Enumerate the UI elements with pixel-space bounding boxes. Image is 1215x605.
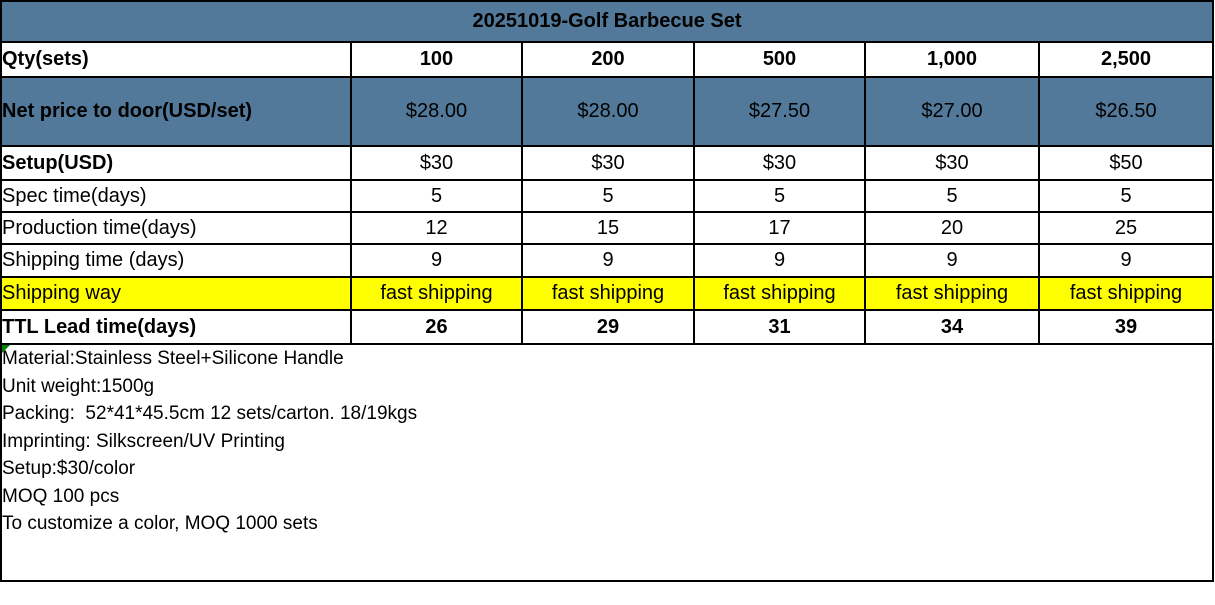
cell: 12: [350, 211, 523, 245]
cell: $28.00: [350, 76, 523, 147]
cell: $28.00: [521, 76, 695, 147]
table-row-ttl-lead-time: TTL Lead time(days) 26 29 31 34 39: [0, 309, 1214, 345]
cell: fast shipping: [693, 276, 866, 311]
cell: 1,000: [864, 41, 1040, 78]
cell: 9: [1038, 243, 1214, 278]
cell: $30: [693, 145, 866, 181]
cell: 5: [864, 179, 1040, 213]
notes-cell: Material:Stainless Steel+Silicone Handle…: [0, 343, 1214, 582]
row-label-shipping-time: Shipping time (days): [0, 243, 352, 278]
cell: $30: [864, 145, 1040, 181]
note-customize-moq: To customize a color, MOQ 1000 sets: [2, 513, 318, 534]
note-unit-weight: Unit weight:1500g: [2, 375, 155, 397]
cell: 34: [864, 309, 1040, 345]
table-row-notes: Material:Stainless Steel+Silicone Handle…: [0, 343, 1214, 582]
cell: 200: [521, 41, 695, 78]
cell: 15: [521, 211, 695, 245]
table-row-net-price: Net price to door(USD/set) $28.00 $28.00…: [0, 76, 1214, 147]
cell: 20: [864, 211, 1040, 245]
cell: $30: [350, 145, 523, 181]
cell: 17: [693, 211, 866, 245]
cell: 5: [693, 179, 866, 213]
cell: 9: [693, 243, 866, 278]
row-label-spec-time: Spec time(days): [0, 179, 352, 213]
cell-error-indicator-icon: [3, 346, 10, 353]
cell: 5: [521, 179, 695, 213]
table-row-shipping-time: Shipping time (days) 9 9 9 9 9: [0, 243, 1214, 278]
cell: $50: [1038, 145, 1214, 181]
sheet-title: 20251019-Golf Barbecue Set: [0, 0, 1214, 43]
row-label-production-time: Production time(days): [0, 211, 352, 245]
note-setup-color: Setup:$30/color: [2, 458, 136, 479]
cell: 9: [350, 243, 523, 278]
note-moq: MOQ 100 pcs: [2, 485, 120, 507]
row-label-qty: Qty(sets): [0, 41, 352, 78]
cell: 29: [521, 309, 695, 345]
cell: $26.50: [1038, 76, 1214, 147]
cell: 5: [1038, 179, 1214, 213]
cell: fast shipping: [1038, 276, 1214, 311]
table-row-production-time: Production time(days) 12 15 17 20 25: [0, 211, 1214, 245]
row-label-setup: Setup(USD): [0, 145, 352, 181]
table-row-qty: Qty(sets) 100 200 500 1,000 2,500: [0, 41, 1214, 78]
cell: 31: [693, 309, 866, 345]
cell: 25: [1038, 211, 1214, 245]
note-imprinting: Imprinting: Silkscreen/UV Printing: [2, 430, 285, 452]
cell: 9: [521, 243, 695, 278]
cell: fast shipping: [864, 276, 1040, 311]
cell: 500: [693, 41, 866, 78]
cell: 100: [350, 41, 523, 78]
table-row-setup: Setup(USD) $30 $30 $30 $30 $50: [0, 145, 1214, 181]
table-row-shipping-way: Shipping way fast shipping fast shipping…: [0, 276, 1214, 311]
cell: 5: [350, 179, 523, 213]
cell: fast shipping: [521, 276, 695, 311]
row-label-net-price: Net price to door(USD/set): [0, 76, 352, 147]
quote-table: 20251019-Golf Barbecue Set Qty(sets) 100…: [0, 0, 1214, 582]
cell: 26: [350, 309, 523, 345]
cell: $27.00: [864, 76, 1040, 147]
row-label-shipping-way: Shipping way: [0, 276, 352, 311]
cell: fast shipping: [350, 276, 523, 311]
cell: 2,500: [1038, 41, 1214, 78]
title-row: 20251019-Golf Barbecue Set: [0, 0, 1214, 43]
cell: 39: [1038, 309, 1214, 345]
cell: 9: [864, 243, 1040, 278]
cell: $27.50: [693, 76, 866, 147]
note-packing: Packing: 52*41*45.5cm 12 sets/carton. 18…: [2, 403, 418, 424]
note-material: Material:Stainless Steel+Silicone Handle: [2, 348, 344, 369]
table-row-spec-time: Spec time(days) 5 5 5 5 5: [0, 179, 1214, 213]
row-label-ttl-lead-time: TTL Lead time(days): [0, 309, 352, 345]
cell: $30: [521, 145, 695, 181]
